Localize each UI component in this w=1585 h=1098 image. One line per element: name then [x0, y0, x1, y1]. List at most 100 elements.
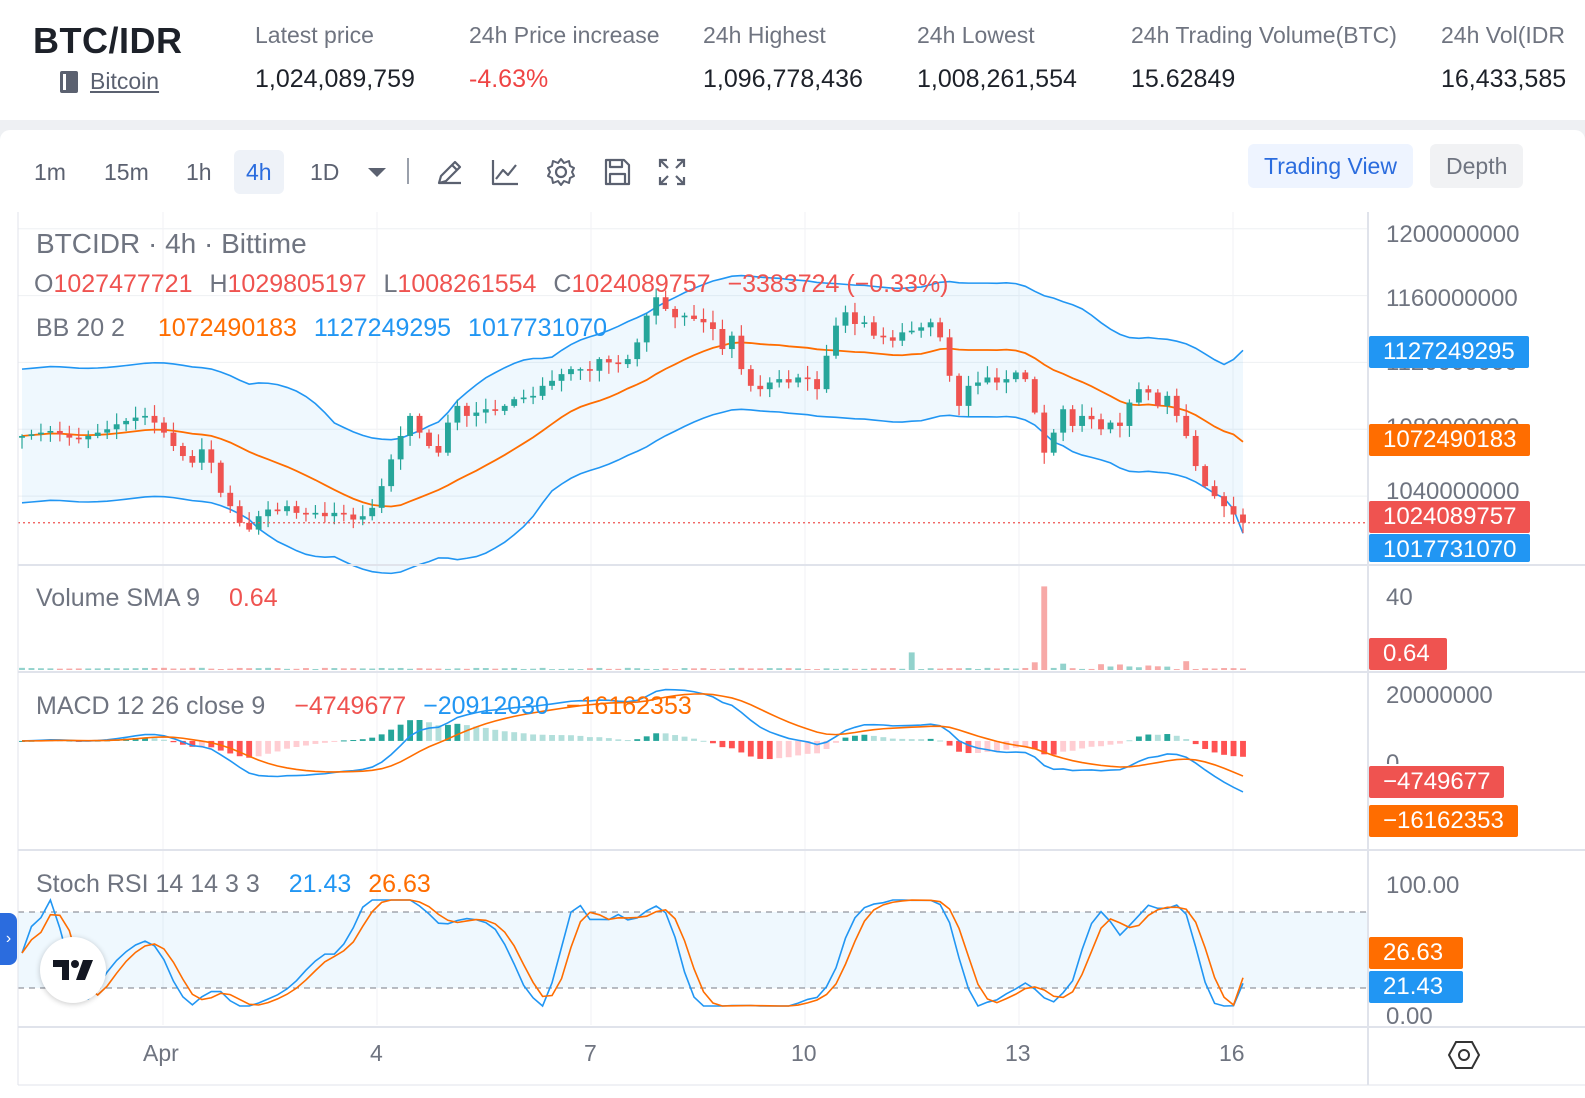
volume-bar — [501, 668, 508, 670]
candle-body — [463, 405, 470, 416]
macd-histogram-bar — [1145, 734, 1152, 741]
fullscreen-icon[interactable] — [655, 155, 689, 189]
volume-bar — [142, 667, 148, 670]
candle-body — [293, 506, 300, 513]
volume-bar — [1126, 666, 1133, 670]
macd-histogram-bar — [833, 740, 839, 743]
save-icon[interactable] — [600, 155, 634, 189]
candle-body — [568, 369, 574, 375]
volume-bar — [123, 668, 130, 670]
volume-bar — [179, 668, 186, 670]
candle-body — [265, 509, 272, 517]
candle-body — [1003, 379, 1010, 383]
macd-histogram-bar — [473, 726, 480, 741]
macd-histogram-bar — [236, 740, 243, 757]
candle-body — [691, 315, 697, 319]
macd-histogram-bar — [1192, 740, 1199, 745]
volume-legend: Volume SMA 9 0.64 — [36, 584, 278, 613]
candle-body — [501, 405, 508, 411]
macd-histogram-bar — [463, 725, 470, 741]
volume-bar — [1041, 586, 1048, 670]
macd-value: −20912030 — [423, 692, 549, 720]
volume-bar — [937, 668, 944, 670]
chart-settings-icon[interactable] — [1447, 1040, 1481, 1070]
volume-bar — [492, 668, 499, 670]
macd-hist-badge: −4749677 — [1369, 766, 1505, 798]
macd-histogram-bar — [568, 735, 574, 741]
macd-histogram-bar — [1041, 740, 1048, 755]
macd-histogram-bar — [738, 740, 745, 753]
stoch-legend: Stoch RSI 14 14 3 3 21.43 26.63 — [36, 870, 431, 899]
macd-histogram-bar — [634, 739, 641, 741]
macd-histogram-bar — [1154, 734, 1161, 741]
volume-bar — [312, 668, 319, 670]
candle-body — [662, 297, 669, 309]
macd-histogram-bar — [757, 740, 764, 759]
volume-bar — [104, 668, 111, 670]
candle-body — [104, 429, 111, 433]
volume-bar — [397, 667, 404, 670]
macd-line — [21, 688, 1244, 793]
macd-histogram-bar — [340, 740, 347, 742]
candlestick-series — [18, 288, 1368, 535]
depth-button[interactable]: Depth — [1430, 144, 1524, 188]
candle-body — [1145, 389, 1152, 393]
candle-body — [766, 382, 773, 390]
macd-histogram-bar — [605, 738, 612, 741]
volume-bar — [596, 667, 603, 670]
macd-histogram-bar — [643, 736, 650, 741]
tradingview-logo[interactable] — [40, 937, 106, 1003]
timeframe-4h[interactable]: 4h — [234, 150, 284, 194]
volume-bar — [85, 668, 92, 670]
timeframe-1d[interactable]: 1D — [310, 159, 340, 185]
macd-histogram-bar — [662, 733, 669, 741]
candle-body — [208, 449, 215, 463]
macd-histogram-bar — [511, 732, 518, 741]
candle-body — [833, 325, 839, 356]
timeframe-1m[interactable]: 1m — [34, 159, 66, 185]
expand-sidebar-button[interactable]: › — [0, 913, 17, 965]
volume-bar — [208, 668, 215, 670]
volume-bar — [558, 668, 565, 670]
stat-value: 1,008,261,554 — [917, 65, 1077, 93]
candle-body — [189, 456, 196, 463]
macd-histogram-bar — [615, 739, 622, 741]
macd-histogram-bar — [927, 738, 934, 741]
trading-view-button[interactable]: Trading View — [1248, 144, 1413, 188]
macd-histogram-bar — [918, 739, 925, 741]
volume-bar — [37, 668, 44, 670]
macd-histogram-bar — [577, 735, 584, 741]
candle-body — [719, 329, 726, 350]
gear-icon[interactable] — [544, 155, 578, 189]
macd-histogram-bar — [1031, 740, 1038, 750]
macd-histogram-bar — [19, 740, 25, 742]
macd-histogram-bar — [227, 740, 234, 754]
stoch-d-value: 26.63 — [368, 870, 431, 898]
volume-bar — [435, 668, 442, 670]
stat-label: 24h Trading Volume(BTC) — [1131, 22, 1397, 48]
candle-body — [889, 337, 896, 341]
line-chart-icon[interactable] — [488, 155, 522, 189]
stoch-d-badge: 26.63 — [1369, 937, 1463, 969]
macd-histogram-bar — [993, 740, 1000, 752]
candle-body — [1117, 422, 1123, 426]
macd-histogram-bar — [151, 738, 158, 741]
volume-bar — [444, 668, 451, 670]
pencil-icon[interactable] — [433, 155, 467, 189]
chart-toolbar: 1m 15m 1h 4h 1D Trading View Depth — [0, 130, 1585, 212]
timeframe-15m[interactable]: 15m — [104, 159, 149, 185]
macd-histogram-bar — [691, 738, 697, 741]
candle-body — [586, 369, 593, 371]
volume-bar — [284, 668, 290, 670]
candle-body — [1164, 395, 1171, 406]
volume-bar — [1173, 669, 1180, 670]
macd-histogram-bar — [624, 740, 631, 742]
macd-histogram-bar — [719, 740, 726, 748]
chevron-down-icon[interactable] — [360, 155, 394, 189]
macd-histogram-bar — [303, 740, 309, 746]
coin-info-link[interactable]: Bitcoin — [60, 68, 159, 95]
volume-bar — [19, 667, 25, 670]
candle-body — [132, 417, 139, 421]
timeframe-1h[interactable]: 1h — [186, 159, 212, 185]
